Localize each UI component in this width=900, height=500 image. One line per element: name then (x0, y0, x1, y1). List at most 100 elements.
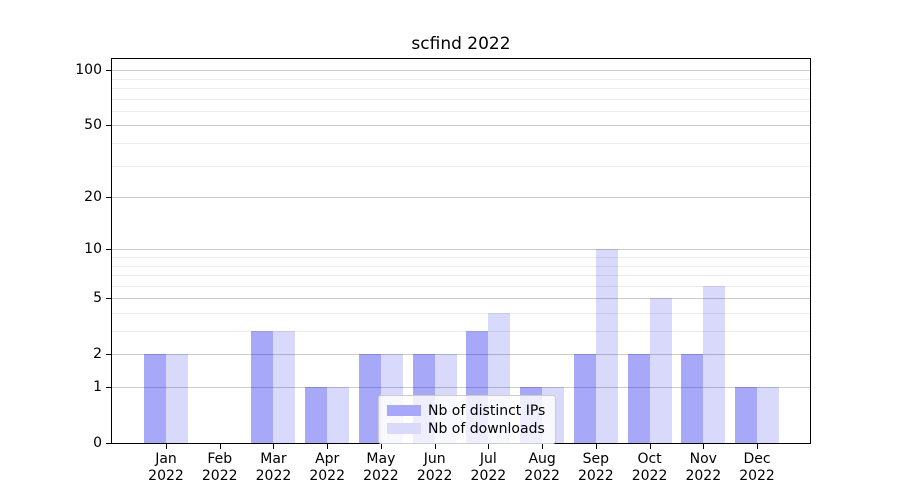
x-tick-month: Oct (637, 451, 662, 467)
x-tick-month: Jun (423, 451, 446, 467)
x-tick-mark (757, 444, 759, 449)
y-major-gridline (112, 298, 810, 300)
x-tick-mark (488, 444, 490, 449)
x-tick-year: 2022 (416, 468, 453, 484)
x-tick-mark (273, 444, 275, 449)
downloads-bar (273, 331, 296, 443)
y-minor-gridline (112, 256, 810, 258)
ips-bar (305, 387, 328, 443)
x-tick-mark (166, 444, 167, 449)
x-tick-month: Jul (479, 451, 497, 467)
y-tick-label: 50 (84, 117, 102, 134)
ips-bar (681, 354, 704, 443)
x-tick-year: 2022 (363, 468, 399, 484)
x-tick-label: Mar 2022 (241, 451, 305, 485)
x-tick-year: 2022 (739, 468, 775, 484)
x-tick-label: Sep 2022 (564, 451, 628, 485)
downloads-bar (757, 387, 780, 443)
y-major-gridline (112, 197, 810, 199)
downloads-bar (166, 354, 188, 443)
ips-bar (627, 354, 650, 443)
y-tick-mark (106, 249, 111, 251)
x-tick-label: Dec 2022 (725, 451, 789, 485)
x-tick-year: 2022 (524, 468, 560, 484)
y-major-gridline (112, 249, 810, 251)
y-minor-gridline (112, 88, 810, 89)
x-tick-label: Nov 2022 (671, 451, 735, 485)
legend-item: Nb of distinct IPs (387, 402, 545, 419)
legend-item: Nb of downloads (387, 420, 545, 437)
y-minor-gridline (112, 110, 810, 112)
downloads-bar (595, 249, 618, 443)
y-tick-mark (106, 298, 111, 300)
y-tick-label: 10 (84, 241, 102, 258)
legend-swatch-icon (387, 405, 421, 416)
plot-area: Nb of distinct IPs Nb of downloads (111, 58, 811, 444)
y-minor-gridline (112, 285, 810, 287)
x-tick-mark (542, 444, 544, 449)
y-minor-gridline (112, 312, 810, 314)
x-tick-year: 2022 (309, 468, 345, 484)
y-tick-label: 1 (93, 379, 102, 395)
x-tick-month: May (366, 451, 396, 467)
x-tick-month: Feb (207, 451, 233, 467)
x-tick-mark (703, 444, 705, 449)
y-minor-gridline (112, 275, 810, 277)
y-tick-label: 100 (75, 62, 102, 79)
x-tick-year: 2022 (685, 468, 722, 484)
x-tick-month: Aug (528, 451, 556, 467)
legend-swatch-icon (387, 423, 421, 434)
y-minor-gridline (112, 143, 810, 144)
x-tick-mark (327, 444, 329, 449)
x-tick-mark (219, 444, 221, 449)
chart-title: scfind 2022 (411, 34, 511, 54)
legend-item-label: Nb of distinct IPs (428, 402, 546, 419)
y-minor-gridline (112, 165, 810, 167)
y-major-gridline (112, 387, 810, 388)
x-tick-month: Apr (315, 451, 340, 467)
y-major-gridline (112, 70, 810, 72)
x-tick-month: Mar (260, 451, 287, 467)
x-tick-label: Feb 2022 (188, 451, 252, 485)
downloads-bar (703, 285, 726, 443)
x-tick-label: Jun 2022 (403, 451, 467, 485)
x-tick-label: Oct 2022 (618, 451, 682, 485)
x-tick-year: 2022 (578, 468, 614, 484)
downloads-bar (649, 298, 672, 443)
ips-bar (358, 354, 381, 443)
x-tick-year: 2022 (631, 468, 668, 484)
x-tick-month: Dec (743, 451, 771, 467)
x-tick-year: 2022 (255, 468, 292, 484)
x-tick-mark (434, 444, 436, 449)
y-tick-mark (106, 354, 111, 356)
y-tick-mark (106, 125, 111, 127)
x-tick-label: Jul 2022 (456, 451, 520, 485)
x-tick-label: Jan 2022 (134, 451, 198, 485)
x-tick-mark (649, 444, 651, 449)
x-tick-label: Aug 2022 (510, 451, 574, 485)
legend-item-label: Nb of downloads (428, 420, 545, 437)
x-tick-label: Apr 2022 (295, 451, 359, 485)
x-tick-year: 2022 (148, 468, 184, 484)
ips-bar (573, 354, 596, 443)
y-tick-label: 0 (93, 435, 102, 451)
y-tick-mark (106, 197, 111, 199)
ips-bar (251, 331, 274, 443)
y-major-gridline (112, 354, 810, 356)
x-tick-label: May 2022 (349, 451, 413, 485)
y-major-gridline (112, 125, 810, 127)
ips-bar (144, 354, 166, 443)
x-tick-month: Sep (582, 451, 610, 467)
y-minor-gridline (112, 98, 810, 100)
x-tick-year: 2022 (470, 468, 507, 484)
y-tick-label: 5 (93, 290, 102, 307)
x-tick-month: Nov (689, 451, 717, 467)
x-tick-mark (380, 444, 382, 449)
downloads-bar (327, 387, 350, 443)
y-minor-gridline (112, 331, 810, 332)
x-tick-year: 2022 (201, 468, 238, 484)
y-tick-label: 2 (93, 346, 102, 363)
y-tick-mark (106, 443, 111, 444)
y-tick-mark (106, 70, 111, 72)
